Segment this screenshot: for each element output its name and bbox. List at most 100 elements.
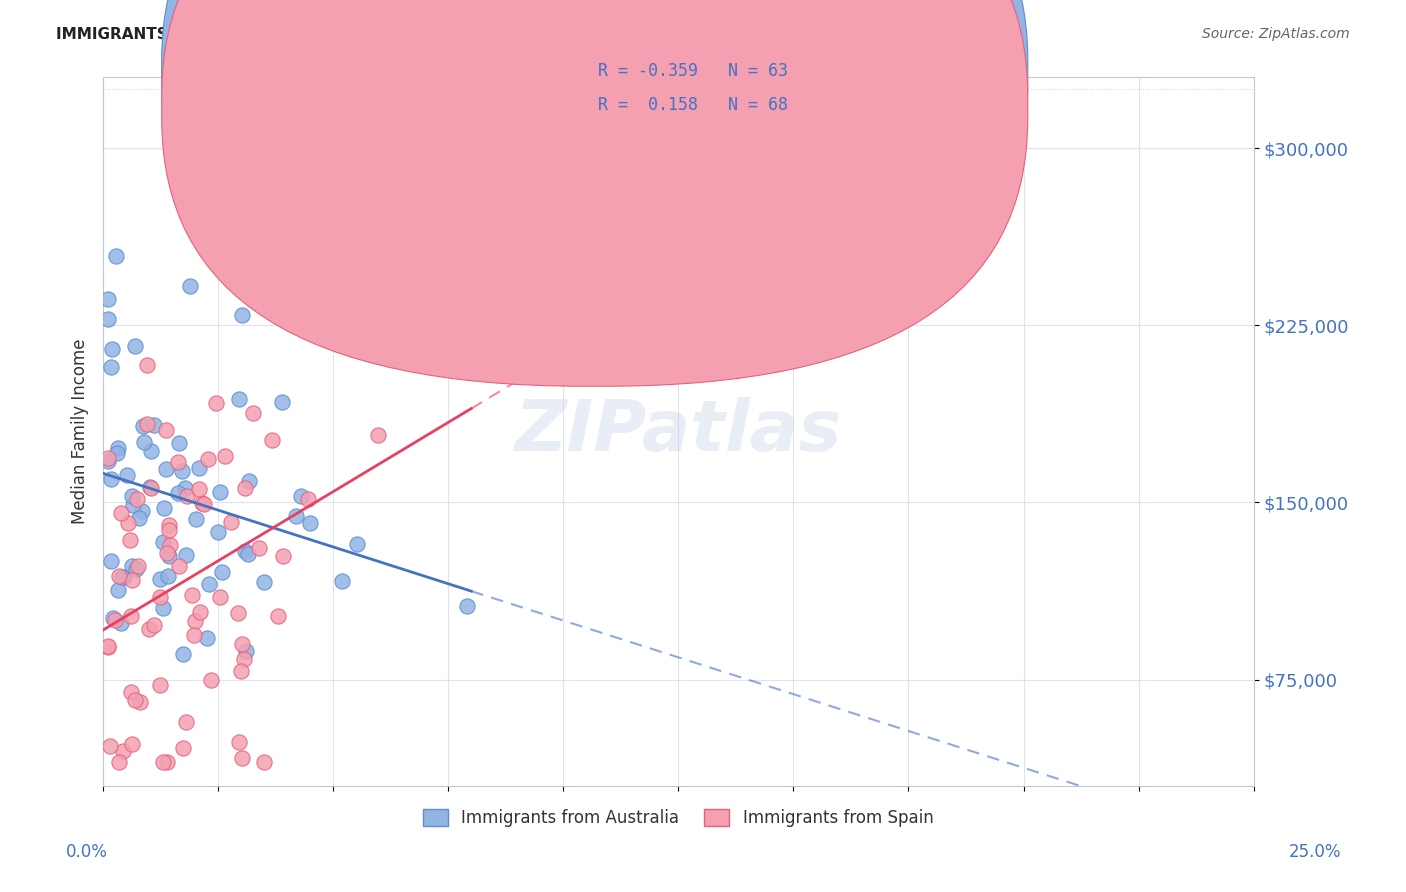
Point xyxy=(253,755,276,769)
Point xyxy=(174,714,197,729)
Point xyxy=(103,613,125,627)
Point xyxy=(229,664,252,678)
Point xyxy=(247,541,270,556)
Point xyxy=(156,546,179,560)
Point xyxy=(120,533,142,547)
Point xyxy=(152,755,174,769)
Point xyxy=(188,606,211,620)
Point xyxy=(181,588,204,602)
Point xyxy=(211,566,233,580)
Text: R = -0.359   N = 63: R = -0.359 N = 63 xyxy=(598,62,787,80)
Point xyxy=(285,509,308,524)
Point xyxy=(141,481,163,495)
Point xyxy=(110,507,132,521)
Point xyxy=(153,500,176,515)
Point xyxy=(107,755,129,769)
Point xyxy=(136,359,159,373)
Point xyxy=(238,474,260,488)
Point xyxy=(270,395,292,409)
Point xyxy=(152,534,174,549)
Point xyxy=(208,591,231,605)
Point xyxy=(100,472,122,486)
Point xyxy=(299,516,322,531)
Point xyxy=(149,572,172,586)
Point xyxy=(205,396,228,410)
Point xyxy=(159,538,181,552)
Point xyxy=(253,575,276,590)
Point xyxy=(132,418,155,433)
Point xyxy=(749,165,772,179)
Text: R =  0.158   N = 68: R = 0.158 N = 68 xyxy=(598,96,787,114)
Point xyxy=(143,618,166,632)
Point xyxy=(100,359,122,374)
Point xyxy=(128,695,150,709)
Point xyxy=(242,406,264,420)
Point xyxy=(141,444,163,458)
Point xyxy=(187,460,209,475)
Point xyxy=(97,312,120,326)
Text: 0.0%: 0.0% xyxy=(66,843,108,861)
Point xyxy=(155,461,177,475)
Point xyxy=(231,637,253,651)
Point xyxy=(97,640,120,655)
Point xyxy=(232,652,254,666)
Point xyxy=(152,601,174,615)
Point xyxy=(208,484,231,499)
Point xyxy=(117,516,139,530)
Point xyxy=(121,489,143,503)
Point xyxy=(120,608,142,623)
Y-axis label: Median Family Income: Median Family Income xyxy=(72,339,89,524)
Point xyxy=(330,574,353,589)
Text: Source: ZipAtlas.com: Source: ZipAtlas.com xyxy=(1202,27,1350,41)
Point xyxy=(155,423,177,437)
Point xyxy=(124,339,146,353)
Text: 25.0%: 25.0% xyxy=(1288,843,1341,861)
Point xyxy=(191,496,214,510)
Text: ZIPatlas: ZIPatlas xyxy=(515,397,842,467)
Point xyxy=(187,482,209,496)
Point xyxy=(121,574,143,588)
Point xyxy=(207,235,229,250)
Point xyxy=(219,515,242,529)
Point xyxy=(159,524,181,538)
Point xyxy=(184,511,207,525)
Point xyxy=(121,498,143,512)
Point xyxy=(193,497,215,511)
Point xyxy=(179,279,201,293)
Point xyxy=(271,549,294,563)
Point xyxy=(267,608,290,623)
Point xyxy=(183,628,205,642)
Point xyxy=(233,481,256,495)
Point xyxy=(167,455,190,469)
Point xyxy=(112,570,135,584)
Point xyxy=(121,559,143,574)
Point xyxy=(111,744,134,758)
Point xyxy=(200,673,222,688)
Point xyxy=(127,559,149,574)
Point xyxy=(134,435,156,450)
Point xyxy=(228,735,250,749)
Point xyxy=(107,582,129,597)
Point xyxy=(110,616,132,631)
Point xyxy=(157,517,180,532)
Point xyxy=(124,693,146,707)
Point xyxy=(198,577,221,591)
Point xyxy=(127,491,149,506)
Point xyxy=(97,293,120,307)
Point xyxy=(297,491,319,506)
Point xyxy=(128,511,150,525)
Point xyxy=(97,639,120,653)
Point xyxy=(172,647,194,661)
Point xyxy=(207,525,229,540)
Point xyxy=(197,452,219,467)
Point xyxy=(107,442,129,456)
Point xyxy=(184,614,207,628)
Text: IMMIGRANTS FROM AUSTRALIA VS IMMIGRANTS FROM SPAIN MEDIAN FAMILY INCOME CORRELAT: IMMIGRANTS FROM AUSTRALIA VS IMMIGRANTS … xyxy=(56,27,980,42)
Point xyxy=(260,434,283,448)
Legend: Immigrants from Australia, Immigrants from Spain: Immigrants from Australia, Immigrants fr… xyxy=(416,803,941,834)
Point xyxy=(142,417,165,432)
Point xyxy=(176,489,198,503)
Point xyxy=(172,740,194,755)
Point xyxy=(173,482,195,496)
Point xyxy=(97,454,120,468)
